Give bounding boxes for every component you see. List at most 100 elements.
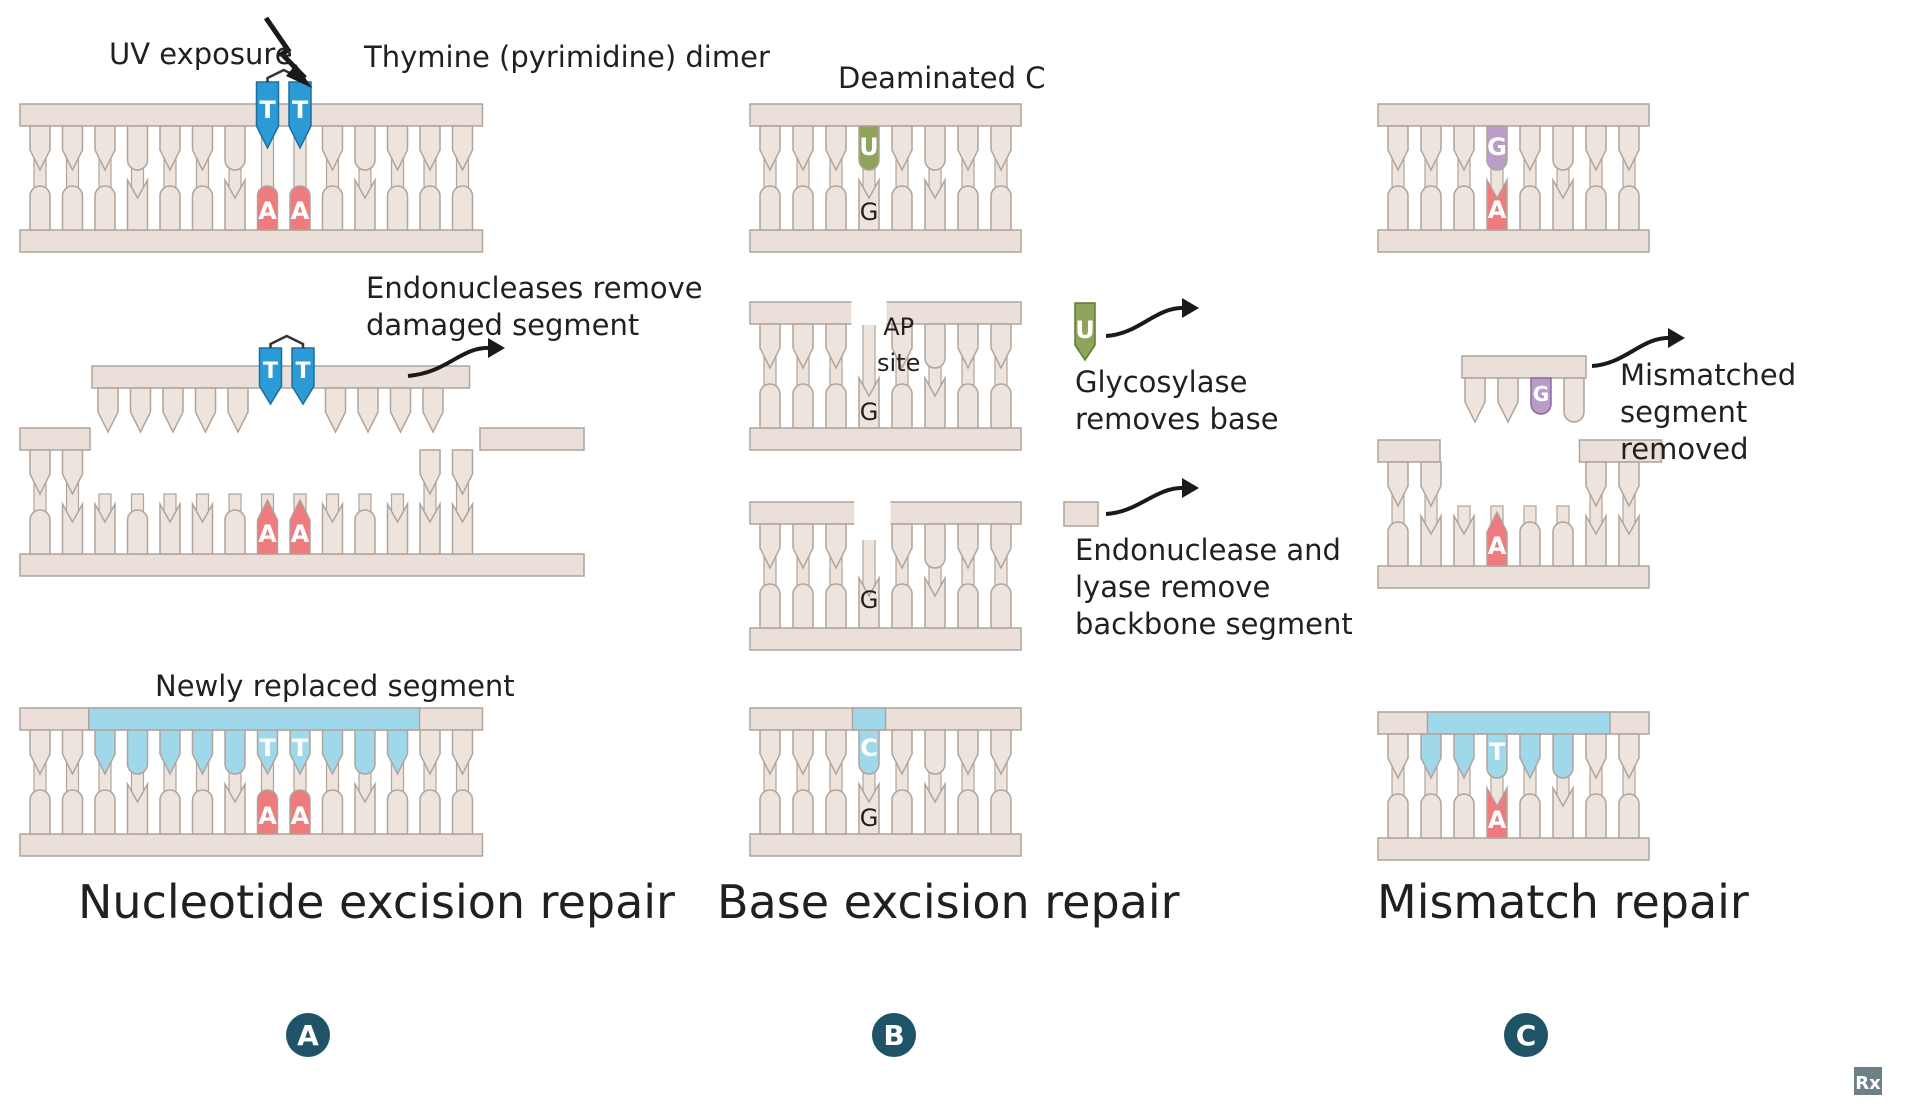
bottom-base — [419, 185, 441, 231]
thymine-letter: T — [259, 96, 276, 124]
bottom-base — [759, 583, 781, 629]
top-base — [825, 729, 847, 776]
deaminated-c-label: Deaminated C — [838, 61, 1046, 95]
bottom-base — [858, 575, 880, 629]
bottom-base — [126, 509, 149, 555]
endonuclease-lyase-label: Endonuclease and lyase remove backbone s… — [1075, 533, 1353, 642]
glycosylase-arrowhead-icon — [1182, 298, 1199, 318]
bottom-base — [126, 781, 149, 835]
thymine-dimer-label: Thymine (pyrimidine) dimer — [364, 40, 770, 74]
bottom-base — [891, 583, 913, 629]
cytosine-letter: C — [860, 734, 878, 762]
bottom-base — [1486, 177, 1508, 231]
bottom-base — [354, 781, 376, 835]
top-base — [354, 125, 376, 171]
thymine-letter: T — [259, 734, 276, 762]
bottom-base — [191, 185, 214, 231]
bottom-base — [451, 185, 474, 231]
top-base — [321, 125, 344, 172]
bottom-base — [1618, 513, 1640, 567]
top-base — [825, 323, 847, 370]
bottom-base — [29, 789, 51, 835]
top-base — [386, 729, 409, 776]
excised-base — [227, 387, 249, 434]
excised-base — [422, 387, 444, 434]
adenine-letter: A — [291, 802, 310, 830]
panel-badge — [1504, 1013, 1548, 1057]
guanine-letter: G — [1533, 382, 1549, 406]
adenine-letter: A — [1488, 806, 1507, 834]
bottom-base — [891, 185, 913, 231]
top-base — [1486, 125, 1508, 171]
bottom-base — [1420, 185, 1442, 231]
bottom-base — [1453, 185, 1475, 231]
bottom-base — [792, 383, 814, 429]
gapped-top-backbone-left — [1377, 439, 1441, 463]
top-base — [191, 125, 214, 172]
bottom-backbone — [19, 833, 484, 857]
adenine-letter: A — [258, 520, 277, 548]
top-base — [1618, 125, 1640, 172]
bottom-base — [1552, 177, 1574, 231]
gapped-bottom-backbone — [19, 553, 585, 577]
guanine-letter: G — [860, 198, 879, 226]
bottom-base — [858, 375, 880, 429]
bottom-base — [825, 383, 847, 429]
top-base — [924, 323, 946, 369]
top-base — [386, 125, 409, 172]
adenine-letter: A — [258, 197, 277, 225]
glycosylase-label: Glycosylase removes base — [1075, 365, 1279, 437]
bottom-base — [354, 177, 376, 231]
bottom-base — [126, 177, 149, 231]
mismatch-arrowhead-icon — [1668, 328, 1685, 348]
top-base — [191, 729, 214, 776]
bottom-base — [1486, 785, 1508, 839]
excised-base — [1464, 377, 1486, 424]
top-base — [29, 125, 51, 172]
bottom-base — [321, 789, 344, 835]
bottom-backbone — [749, 427, 1022, 451]
bottom-base — [1618, 793, 1640, 839]
top-base — [1519, 125, 1541, 172]
top-base — [990, 523, 1012, 570]
bottom-base — [159, 789, 181, 835]
newly-replaced-segment-label: Newly replaced segment — [155, 669, 515, 703]
bottom-base — [1453, 513, 1475, 567]
top-base — [1387, 461, 1409, 508]
bottom-base — [386, 185, 409, 231]
bottom-base — [891, 383, 913, 429]
panel-badge-letter: B — [883, 1019, 904, 1052]
bottom-base — [29, 185, 51, 231]
gapped-top-backbone-right — [479, 427, 585, 451]
bottom-base — [990, 185, 1012, 231]
bottom-base — [957, 789, 979, 835]
bottom-backbone — [749, 229, 1022, 253]
top-base — [61, 125, 84, 172]
bottom-base — [321, 501, 344, 555]
top-base — [759, 125, 781, 172]
bottom-base — [858, 177, 880, 231]
top-backbone — [1377, 103, 1650, 127]
top-base — [1585, 125, 1607, 172]
top-base — [1519, 733, 1541, 780]
guanine-letter: G — [860, 398, 879, 426]
bottom-base — [759, 185, 781, 231]
bottom-base — [858, 781, 880, 835]
bottom-base — [759, 383, 781, 429]
top-base — [792, 523, 814, 570]
bottom-base — [61, 501, 84, 555]
panel-badge — [872, 1013, 916, 1057]
top-backbone — [19, 103, 484, 127]
thymine-letter: T — [1489, 738, 1506, 766]
replaced-backbone — [1426, 711, 1611, 735]
backbone-gap — [854, 500, 891, 540]
top-base — [924, 125, 946, 171]
bottom-base — [825, 583, 847, 629]
glycosylase-arrow-icon — [1105, 305, 1187, 338]
thymine-letter: T — [292, 96, 309, 124]
excised-base — [324, 387, 347, 434]
top-base — [1420, 125, 1442, 172]
mismatch-repair-title: Mismatch repair — [1377, 875, 1749, 929]
bottom-base — [354, 509, 376, 555]
